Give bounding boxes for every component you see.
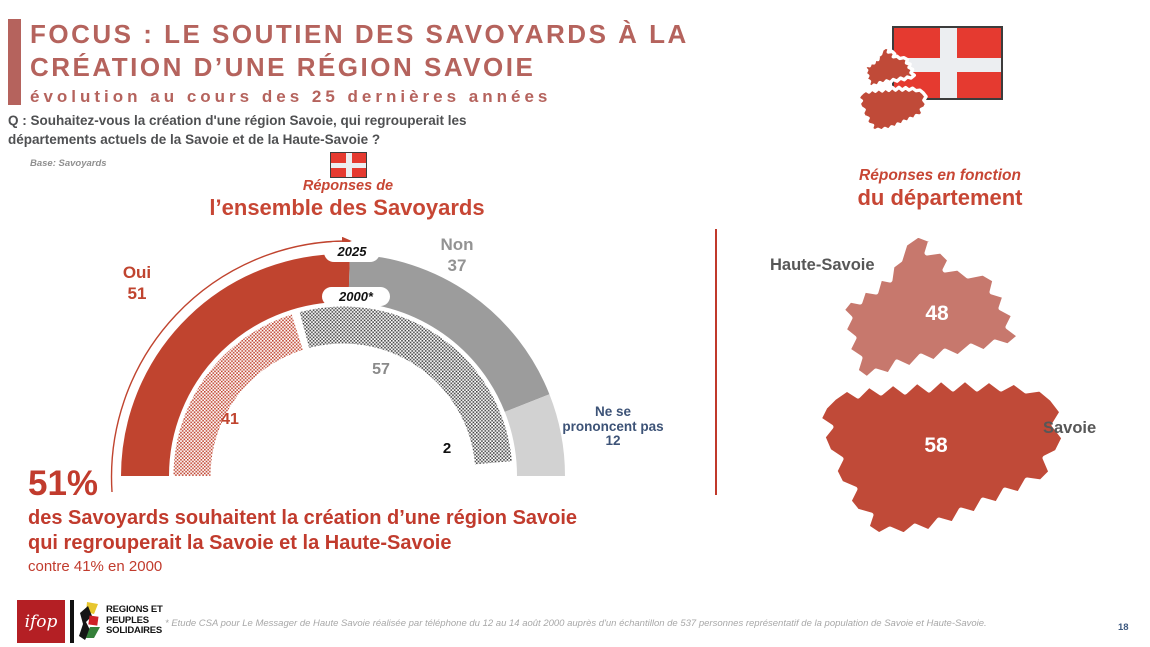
title-accent-bar (8, 19, 21, 105)
gauge-segment (299, 306, 512, 465)
nsp-value-2025: 12 (605, 433, 621, 448)
takeaway-line3: contre 41% en 2000 (28, 558, 163, 575)
rps-logo-text-line1: REGIONS ET (106, 604, 163, 615)
map-header-line2: du département (857, 185, 1023, 210)
gauge-segment (121, 254, 350, 477)
gauge-segment (504, 394, 565, 477)
non-value-2000: 57 (372, 361, 390, 378)
rps-logo-text-line3: SOLIDAIRES (106, 625, 163, 636)
takeaway-line1: des Savoyards souhaitent la création d’u… (28, 507, 578, 529)
region-label-savoie: Savoie (1043, 419, 1097, 437)
non-label: Non (440, 235, 474, 254)
question-text-line1: Q : Souhaitez-vous la création d'une rég… (8, 113, 467, 128)
region-value-haute-savoie: 48 (925, 302, 949, 325)
nsp-label-group: Ne se prononcent pas 12 (553, 404, 673, 449)
gauge-header-line1: Réponses de (302, 178, 394, 194)
oui-label: Oui (122, 263, 152, 282)
flag-cross-horizontal (894, 58, 1001, 73)
department-map (819, 235, 1064, 535)
flag-cross-horizontal (331, 163, 366, 169)
year-label-2025: 2025 (324, 242, 380, 262)
gauge-arcs (121, 254, 565, 477)
takeaway-line2: qui regrouperait la Savoie et la Haute-S… (28, 532, 452, 554)
gauge-segment (173, 314, 304, 477)
page-number: 18 (1118, 622, 1129, 633)
ifop-logo-text: ifop (24, 611, 58, 632)
footnote: * Etude CSA pour Le Messager de Haute Sa… (165, 618, 987, 629)
oui-value-2000: 41 (221, 411, 239, 428)
question-text-line2: départements actuels de la Savoie et de … (8, 132, 381, 147)
page-subtitle: évolution au cours des 25 dernières anné… (30, 87, 552, 106)
base-note: Base: Savoyards (30, 158, 107, 169)
footer-separator (70, 600, 74, 643)
nsp-value-2000: 2 (442, 440, 452, 457)
page-title-line2: CRÉATION D’UNE RÉGION SAVOIE (30, 52, 536, 82)
takeaway-percent: 51% (28, 464, 99, 503)
savoie-flag-small-icon (330, 152, 367, 178)
map-header-line1: Réponses en fonction (859, 167, 1021, 184)
rps-logo-icon (77, 601, 104, 646)
region-label-haute-savoie: Haute-Savoie (770, 256, 875, 274)
nsp-label-line1: Ne se (594, 404, 632, 419)
savoie-flag-icon (892, 26, 1003, 100)
page-title-line1: FOCUS : LE SOUTIEN DES SAVOYARDS À LA (30, 19, 689, 49)
gauge-header-line2: l’ensemble des Savoyards (209, 195, 485, 220)
year-label-2000: 2000* (322, 287, 390, 306)
section-divider-line (715, 229, 717, 495)
non-label-group: Non 37 (417, 234, 497, 276)
region-value-savoie: 58 (924, 434, 948, 457)
rps-logo-text: REGIONS ET PEUPLES SOLIDAIRES (106, 604, 163, 637)
rps-logo-text-line2: PEUPLES (106, 614, 149, 626)
ifop-logo: ifop (17, 600, 65, 643)
nsp-label-line2: prononcent pas (562, 418, 664, 434)
oui-value-2025: 51 (127, 284, 147, 303)
oui-label-group: Oui 51 (97, 262, 177, 304)
non-value-2025: 37 (447, 256, 467, 275)
